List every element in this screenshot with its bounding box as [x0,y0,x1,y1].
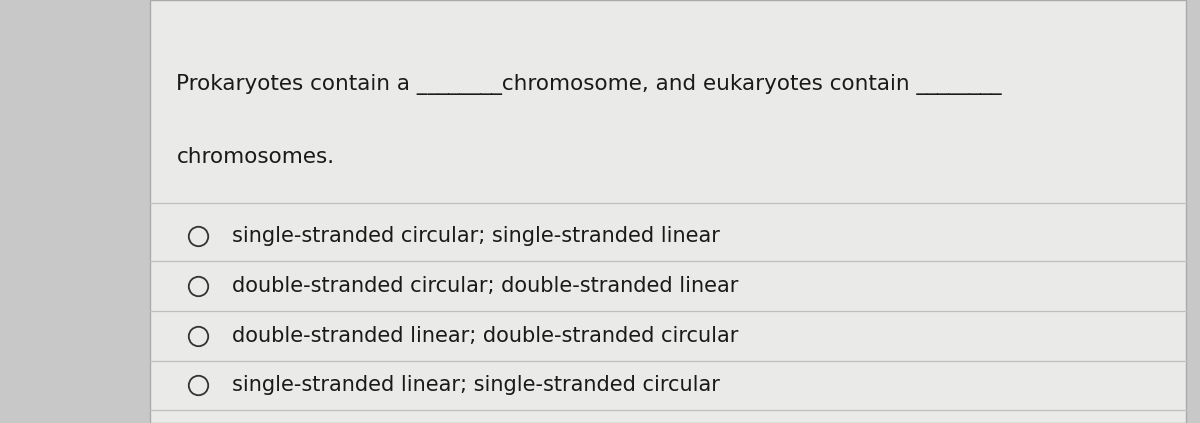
Text: chromosomes.: chromosomes. [176,146,335,167]
FancyBboxPatch shape [150,0,1186,423]
Text: single-stranded circular; single-stranded linear: single-stranded circular; single-strande… [232,226,720,246]
Text: Prokaryotes contain a ________chromosome, and eukaryotes contain ________: Prokaryotes contain a ________chromosome… [176,74,1002,95]
Text: double-stranded circular; double-stranded linear: double-stranded circular; double-strande… [232,276,738,296]
Text: single-stranded linear; single-stranded circular: single-stranded linear; single-stranded … [232,376,720,396]
Text: double-stranded linear; double-stranded circular: double-stranded linear; double-stranded … [232,326,738,346]
